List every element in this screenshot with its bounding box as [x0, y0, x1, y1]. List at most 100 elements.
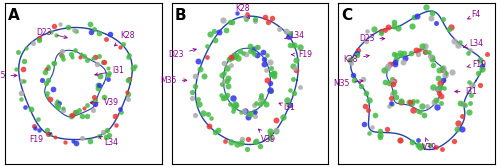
- Point: [238, 142, 246, 145]
- Point: [12, 68, 20, 70]
- Point: [414, 144, 422, 146]
- Point: [251, 18, 259, 20]
- Point: [41, 71, 49, 74]
- Point: [220, 80, 228, 83]
- Point: [83, 114, 91, 117]
- Point: [478, 67, 486, 70]
- Point: [434, 68, 442, 71]
- Text: L34: L34: [99, 136, 118, 147]
- Point: [230, 53, 237, 56]
- Point: [253, 45, 261, 48]
- Point: [78, 115, 86, 117]
- Point: [352, 51, 360, 54]
- Point: [456, 102, 464, 104]
- Point: [120, 42, 128, 45]
- Point: [17, 97, 25, 100]
- Point: [250, 104, 258, 107]
- Point: [221, 96, 229, 98]
- Point: [390, 91, 398, 93]
- Point: [412, 100, 420, 102]
- Text: V39: V39: [258, 129, 276, 144]
- Point: [247, 113, 255, 116]
- Point: [389, 82, 397, 85]
- Point: [422, 51, 430, 53]
- Point: [418, 44, 426, 47]
- Text: K28: K28: [344, 55, 369, 64]
- Point: [50, 61, 58, 64]
- Point: [116, 45, 124, 48]
- Point: [251, 140, 259, 143]
- Point: [360, 123, 368, 126]
- Point: [458, 128, 466, 131]
- Point: [42, 82, 50, 84]
- Point: [251, 20, 259, 22]
- Point: [56, 22, 64, 25]
- Point: [220, 71, 228, 74]
- Point: [266, 67, 274, 69]
- Text: K28: K28: [114, 31, 134, 46]
- Point: [384, 82, 392, 85]
- Point: [383, 66, 391, 69]
- Point: [421, 50, 429, 53]
- Point: [105, 71, 113, 74]
- Point: [396, 139, 404, 141]
- Point: [396, 138, 404, 141]
- Point: [100, 61, 108, 63]
- Point: [386, 105, 394, 108]
- Point: [254, 45, 262, 48]
- Point: [262, 69, 270, 71]
- Point: [392, 96, 400, 99]
- Point: [421, 50, 429, 53]
- Point: [370, 28, 378, 30]
- Point: [228, 97, 236, 99]
- Point: [251, 115, 259, 118]
- Point: [426, 54, 434, 57]
- Point: [352, 54, 360, 56]
- Point: [230, 103, 238, 105]
- Point: [252, 139, 260, 142]
- Point: [296, 86, 304, 89]
- Point: [478, 65, 486, 67]
- Point: [228, 56, 236, 59]
- Point: [400, 52, 408, 55]
- Point: [100, 60, 108, 63]
- Point: [434, 88, 442, 91]
- Point: [102, 38, 110, 40]
- Point: [454, 122, 462, 125]
- Point: [383, 128, 391, 130]
- Point: [359, 77, 367, 80]
- Point: [266, 90, 274, 92]
- Point: [390, 25, 398, 27]
- Point: [52, 101, 60, 104]
- Point: [392, 58, 400, 60]
- Point: [448, 71, 456, 73]
- Point: [219, 19, 227, 22]
- Point: [88, 101, 96, 103]
- Point: [224, 58, 232, 61]
- Point: [54, 99, 62, 102]
- Point: [91, 55, 99, 58]
- Point: [250, 51, 258, 54]
- Point: [376, 134, 384, 137]
- Text: V39: V39: [422, 138, 436, 152]
- Point: [51, 136, 59, 139]
- Point: [224, 80, 232, 83]
- Point: [76, 109, 84, 112]
- Point: [438, 147, 446, 150]
- Point: [188, 97, 196, 99]
- Point: [428, 56, 436, 59]
- Point: [29, 41, 37, 44]
- Point: [191, 85, 199, 88]
- Point: [399, 61, 407, 63]
- Point: [104, 66, 112, 69]
- Point: [476, 84, 484, 87]
- Point: [106, 33, 114, 35]
- Point: [240, 51, 248, 54]
- Point: [196, 103, 203, 106]
- Point: [78, 53, 86, 55]
- Point: [292, 69, 300, 72]
- Point: [361, 105, 369, 108]
- Point: [223, 67, 231, 69]
- Point: [234, 56, 242, 59]
- Point: [464, 111, 472, 113]
